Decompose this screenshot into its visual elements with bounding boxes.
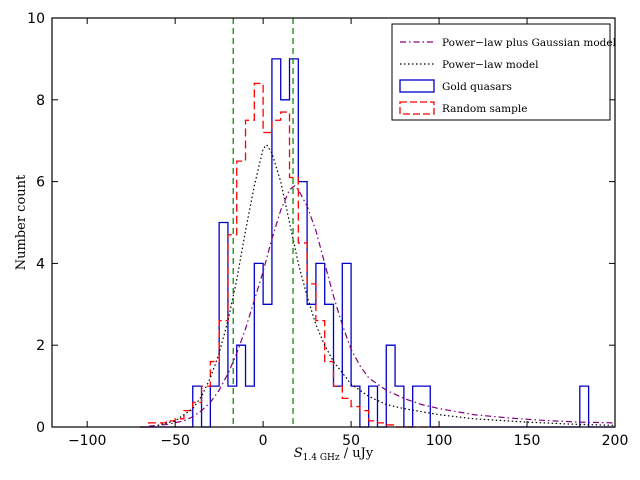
series-1-curve bbox=[157, 143, 616, 426]
y-axis-label: Number count bbox=[14, 174, 29, 270]
y-tick-label: 8 bbox=[36, 93, 45, 109]
legend-item: Power−law model bbox=[400, 59, 539, 71]
legend-swatch bbox=[399, 79, 435, 93]
legend-label: Random sample bbox=[442, 103, 527, 115]
x-tick-label: 0 bbox=[259, 433, 268, 449]
x-axis-label-main: S bbox=[294, 446, 303, 461]
legend-label: Gold quasars bbox=[442, 81, 512, 93]
x-axis-label-unit: / uJy bbox=[340, 446, 374, 461]
legend-item: Power−law plus Gaussian model bbox=[400, 37, 617, 49]
y-tick-label: 6 bbox=[36, 175, 45, 191]
series-3-histogram bbox=[139, 82, 440, 428]
legend-item: Random sample bbox=[399, 101, 527, 115]
y-tick-label: 0 bbox=[36, 420, 45, 436]
legend-box bbox=[391, 23, 611, 121]
x-axis-label: S1.4 GHz / uJy bbox=[294, 446, 374, 463]
vertical-lines bbox=[232, 18, 294, 427]
legend: Power−law plus Gaussian model Power−law m… bbox=[391, 23, 617, 121]
y-tick-label: 10 bbox=[27, 11, 45, 27]
y-tick-labels: 0 2 4 6 8 10 bbox=[27, 11, 45, 436]
axes-frame bbox=[51, 17, 616, 428]
x-tick-label: 100 bbox=[426, 433, 453, 449]
legend-label: Power−law model bbox=[442, 59, 539, 71]
x-tick-label: 150 bbox=[514, 433, 541, 449]
tick-marks bbox=[52, 17, 616, 428]
x-axis-label-sub: 1.4 GHz bbox=[303, 453, 340, 463]
y-tick-label: 2 bbox=[36, 338, 45, 354]
x-tick-label: −50 bbox=[160, 433, 190, 449]
legend-item: Gold quasars bbox=[399, 79, 512, 93]
x-tick-label: 200 bbox=[602, 433, 629, 449]
x-tick-label: −100 bbox=[68, 433, 106, 449]
x-tick-label: 50 bbox=[342, 433, 360, 449]
legend-items: Power−law plus Gaussian model Power−law m… bbox=[399, 37, 617, 115]
legend-label: Power−law plus Gaussian model bbox=[442, 37, 617, 49]
y-tick-label: 4 bbox=[36, 256, 45, 272]
x-tick-labels: −100 −50 0 50 100 150 200 bbox=[68, 433, 628, 449]
legend-swatch bbox=[399, 101, 435, 115]
